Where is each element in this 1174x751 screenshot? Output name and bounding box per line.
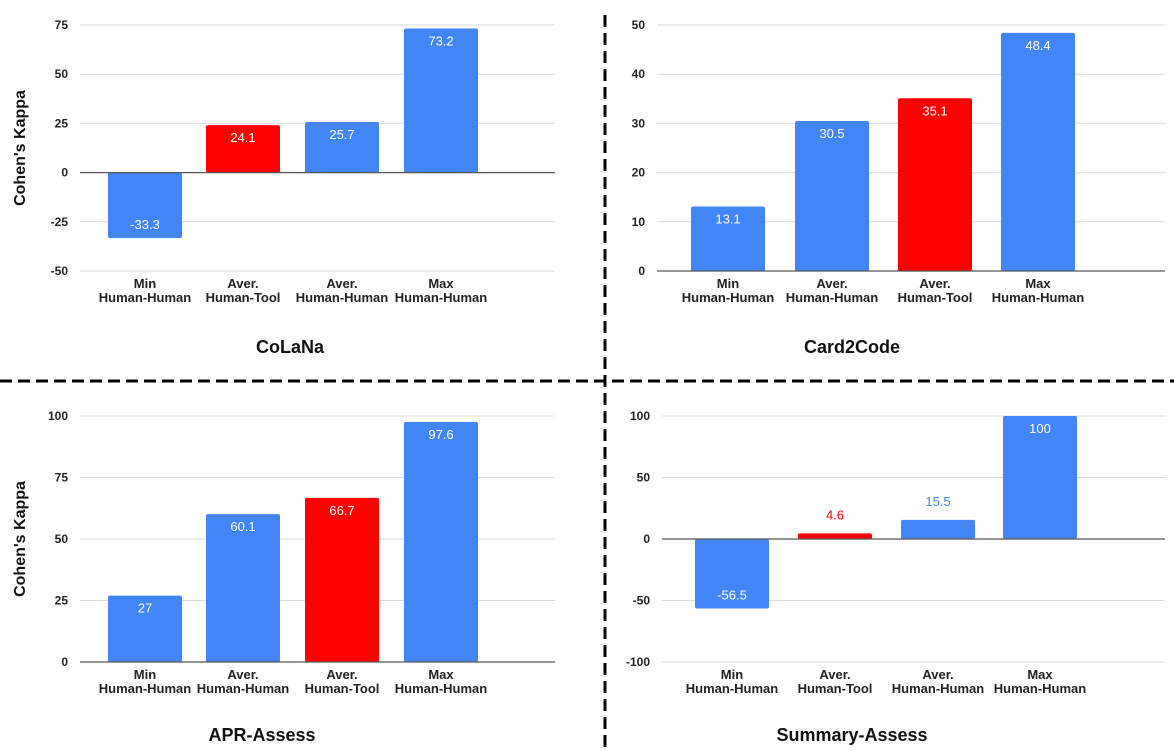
chart-apr-assess-bar bbox=[305, 497, 379, 662]
chart-apr-assess-title: APR-Assess bbox=[208, 725, 315, 745]
chart-apr-assess-data-label: 66.7 bbox=[329, 503, 354, 518]
chart-apr-assess-data-label: 97.6 bbox=[428, 427, 453, 442]
chart-summary-assess-data-label: 4.6 bbox=[826, 507, 844, 522]
chart-summary-assess-title: Summary-Assess bbox=[776, 725, 927, 745]
chart-colana-bar bbox=[305, 122, 379, 173]
chart-colana-y-tick-label: -25 bbox=[51, 215, 69, 229]
chart-colana-data-label: 73.2 bbox=[428, 34, 453, 49]
chart-card2code-bar bbox=[691, 206, 765, 271]
chart-colana-title: CoLaNa bbox=[256, 337, 325, 357]
chart-summary-assess-y-tick-label: 0 bbox=[643, 532, 650, 546]
chart-card2code-y-tick-label: 40 bbox=[632, 67, 646, 81]
chart-apr-assess-bar bbox=[108, 595, 182, 662]
chart-colana-y-tick-label: 25 bbox=[55, 116, 69, 130]
chart-colana-data-label: -33.3 bbox=[130, 217, 160, 232]
chart-summary-assess-category-label: Min Human-Human bbox=[686, 667, 779, 696]
chart-card2code-category-label: Aver. Human-Tool bbox=[898, 276, 973, 305]
chart-summary-assess-bar bbox=[798, 533, 872, 539]
chart-apr-assess-data-label: 27 bbox=[138, 601, 152, 616]
chart-apr-assess-y-tick-label: 0 bbox=[61, 655, 68, 669]
chart-summary-assess-data-label: 100 bbox=[1029, 421, 1051, 436]
chart-card2code-bar bbox=[1001, 32, 1075, 271]
chart-summary-assess-y-tick-label: -100 bbox=[626, 655, 650, 669]
chart-summary-assess-bar bbox=[1003, 416, 1077, 539]
chart-card2code-y-tick-label: 50 bbox=[632, 18, 646, 32]
chart-card2code-y-tick-label: 0 bbox=[638, 264, 645, 278]
chart-card2code-data-label: 30.5 bbox=[819, 126, 844, 141]
chart-apr-assess-y-tick-label: 50 bbox=[55, 532, 69, 546]
chart-apr-assess-category-label: Max Human-Human bbox=[395, 667, 488, 696]
chart-summary-assess-category-label: Aver. Human-Tool bbox=[798, 667, 873, 696]
chart-apr-assess-category-label: Aver. Human-Tool bbox=[305, 667, 380, 696]
chart-colana-y-tick-label: -50 bbox=[51, 264, 69, 278]
chart-card2code-title: Card2Code bbox=[804, 337, 900, 357]
chart-card2code-y-tick-label: 10 bbox=[632, 215, 646, 229]
chart-summary-assess-category-label: Aver. Human-Human bbox=[892, 667, 985, 696]
chart-apr-assess-y-tick-label: 75 bbox=[55, 471, 69, 485]
chart-apr-assess-y-tick-label: 100 bbox=[48, 409, 68, 423]
chart-apr-assess-data-label: 60.1 bbox=[230, 519, 255, 534]
chart-colana-bar bbox=[108, 172, 182, 239]
chart-card2code-data-label: 35.1 bbox=[922, 103, 947, 118]
chart-colana-category-label: Aver. Human-Human bbox=[296, 276, 389, 305]
chart-card2code-data-label: 48.4 bbox=[1025, 38, 1050, 53]
chart-colana-data-label: 25.7 bbox=[329, 127, 354, 142]
chart-card2code-y-tick-label: 20 bbox=[632, 166, 646, 180]
chart-card2code-bar bbox=[795, 120, 869, 271]
chart-card2code-category-label: Aver. Human-Human bbox=[786, 276, 879, 305]
chart-summary-assess-y-tick-label: 100 bbox=[630, 409, 650, 423]
chart-apr-assess-y-tick-label: 25 bbox=[55, 594, 69, 608]
chart-colana-y-tick-label: 50 bbox=[55, 67, 69, 81]
chart-apr-assess-category-label: Aver. Human-Human bbox=[197, 667, 290, 696]
chart-colana-y-axis-label: Cohen's Kappa bbox=[12, 90, 29, 206]
chart-summary-assess-y-tick-label: 50 bbox=[637, 471, 651, 485]
chart-summary-assess-bar bbox=[901, 519, 975, 539]
chart-card2code-category-label: Min Human-Human bbox=[682, 276, 775, 305]
chart-colana-data-label: 24.1 bbox=[230, 130, 255, 145]
chart-colana-category-label: Min Human-Human bbox=[99, 276, 192, 305]
chart-card2code-bar bbox=[898, 98, 972, 271]
chart-colana-y-tick-label: 75 bbox=[55, 18, 69, 32]
chart-apr-assess-bar bbox=[404, 421, 478, 662]
chart-colana-category-label: Aver. Human-Tool bbox=[206, 276, 281, 305]
chart-summary-assess-data-label: 15.5 bbox=[925, 494, 950, 509]
chart-card2code-category-label: Max Human-Human bbox=[992, 276, 1085, 305]
chart-card2code-data-label: 13.1 bbox=[715, 212, 740, 227]
chart-summary-assess-category-label: Max Human-Human bbox=[994, 667, 1087, 696]
chart-summary-assess-data-label: -56.5 bbox=[717, 587, 747, 602]
chart-apr-assess-bar bbox=[206, 514, 280, 662]
chart-summary-assess-bar bbox=[695, 539, 769, 609]
chart-colana-category-label: Max Human-Human bbox=[395, 276, 488, 305]
chart-apr-assess-y-axis-label: Cohen's Kappa bbox=[12, 481, 29, 597]
chart-apr-assess-category-label: Min Human-Human bbox=[99, 667, 192, 696]
chart-summary-assess-y-tick-label: -50 bbox=[633, 594, 651, 608]
chart-colana-bar bbox=[404, 28, 478, 173]
chart-colana-y-tick-label: 0 bbox=[61, 166, 68, 180]
chart-colana-bar bbox=[206, 125, 280, 173]
chart-card2code-y-tick-label: 30 bbox=[632, 116, 646, 130]
